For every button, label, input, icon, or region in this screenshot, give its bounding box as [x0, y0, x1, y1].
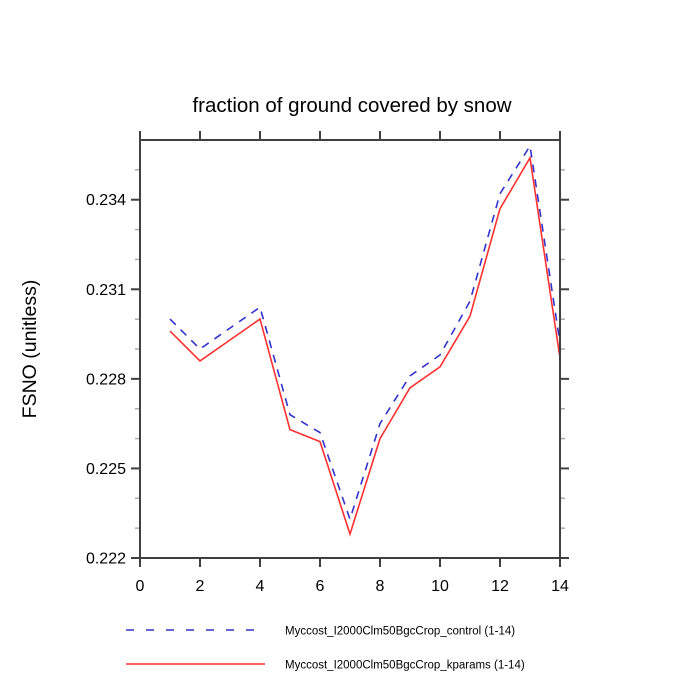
y-axis-title: FSNO (unitless)	[19, 280, 41, 419]
series-line-control	[169, 143, 561, 522]
y-minor-ticks	[135, 169, 565, 529]
legend-label: Myccost_I2000Clm50BgcCrop_control (1-14)	[285, 626, 515, 638]
x-tick-label: 0	[136, 578, 145, 595]
x-tick-label: 2	[196, 578, 205, 595]
x-tick-label: 10	[431, 578, 449, 595]
chart-title: fraction of ground covered by snow	[192, 94, 511, 117]
x-tick-label: 12	[491, 578, 509, 595]
y-tick-label: 0.228	[86, 371, 126, 388]
y-tick-label: 0.225	[86, 461, 126, 478]
data-series-lines	[169, 143, 561, 537]
x-tick-label: 4	[256, 578, 265, 595]
plot-frame	[139, 139, 561, 559]
x-tick-label: 14	[551, 578, 569, 595]
y-tick-label: 0.234	[86, 192, 126, 209]
y-tick-label: 0.222	[86, 551, 126, 568]
series-line-kparams	[169, 155, 561, 537]
x-tick-label: 6	[316, 578, 325, 595]
y-tick-label: 0.231	[86, 282, 126, 299]
axis-tick-labels: 0.222 0.225 0.228 0.231 0.234 0 2 4 6 8 10 12 14	[86, 192, 569, 595]
legend: Myccost_I2000Clm50BgcCrop_control (1-14)…	[126, 626, 525, 672]
axis-major-ticks	[131, 131, 569, 567]
legend-label: Myccost_I2000Clm50BgcCrop_kparams (1-14)	[285, 660, 525, 672]
x-tick-label: 8	[376, 578, 385, 595]
